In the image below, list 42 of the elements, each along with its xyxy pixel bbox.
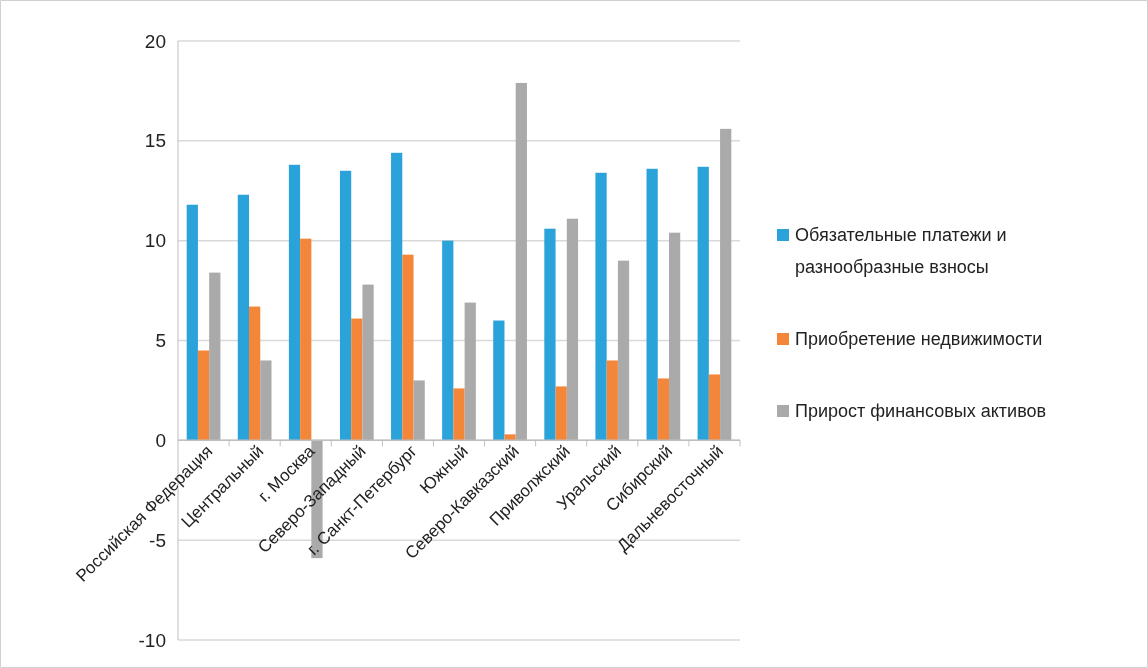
legend-label: Прирост финансовых активов xyxy=(795,401,1047,421)
bar xyxy=(657,378,669,441)
bar xyxy=(544,228,556,441)
bar xyxy=(606,360,618,441)
y-tick-label: -5 xyxy=(149,529,166,551)
bar xyxy=(515,82,527,441)
bar xyxy=(197,350,210,441)
legend-label: Приобретение недвижимости xyxy=(795,329,1043,349)
bar xyxy=(464,302,476,441)
y-tick-label: 0 xyxy=(155,429,166,451)
bar xyxy=(442,240,454,441)
bar xyxy=(362,284,374,441)
legend-label: Обязательные платежи и разнообразные взносы xyxy=(795,225,1007,277)
bar xyxy=(209,272,221,441)
bar xyxy=(720,128,732,441)
bar xyxy=(617,260,630,441)
bar xyxy=(493,320,505,441)
bar xyxy=(249,306,261,441)
bar xyxy=(391,152,403,441)
bar xyxy=(595,172,607,441)
bar xyxy=(453,388,465,441)
bar xyxy=(300,238,312,441)
bar xyxy=(413,380,425,441)
bar xyxy=(237,194,250,441)
bar xyxy=(668,232,681,441)
bar xyxy=(351,318,363,441)
bar xyxy=(504,434,516,441)
y-tick-label: 15 xyxy=(144,130,166,152)
bar xyxy=(566,218,579,441)
bar xyxy=(339,170,352,441)
bar xyxy=(646,168,658,441)
bar xyxy=(708,374,721,441)
y-tick-label: 20 xyxy=(144,30,166,52)
y-tick-label: 10 xyxy=(144,230,166,252)
bar xyxy=(260,360,272,441)
bar xyxy=(402,254,414,441)
bar xyxy=(186,204,198,441)
y-tick-label: 5 xyxy=(155,330,166,351)
bar xyxy=(697,166,709,441)
y-tick-label: -10 xyxy=(138,629,166,651)
bar xyxy=(555,386,567,441)
bar xyxy=(288,164,301,441)
